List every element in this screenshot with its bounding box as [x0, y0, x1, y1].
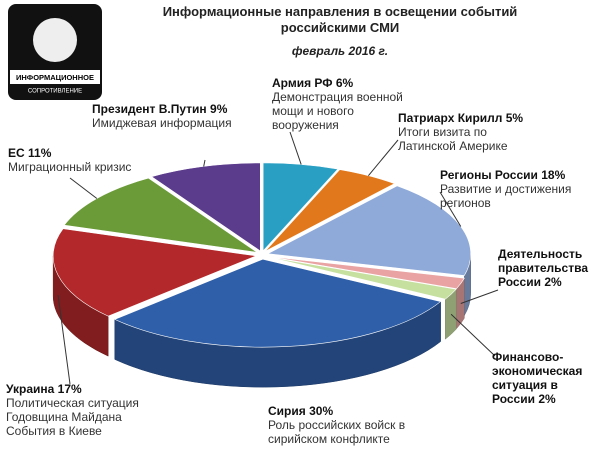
- category-name: Армия РФ: [272, 76, 333, 90]
- leader-line: [203, 159, 206, 167]
- description: вооружения: [272, 118, 339, 132]
- slice: [52, 228, 258, 317]
- description: сирийском конфликте: [268, 432, 390, 446]
- value-label: 9%: [210, 102, 228, 116]
- logo-title: ИНФОРМАЦИОННОЕ: [16, 73, 94, 82]
- slice: [262, 162, 339, 252]
- chart-subtitle: февраль 2016 г.: [291, 44, 389, 58]
- value-label: 5%: [505, 111, 524, 125]
- slice-label: Финансово-экономическая ситуация в Росси…: [492, 350, 597, 406]
- leader-line: [57, 295, 71, 385]
- slice-label: ЕС 11% Миграционный кризис: [8, 146, 198, 174]
- description: мощи и нового: [272, 104, 354, 118]
- slice-label: Регионы России 18% Развитие и достижения р…: [440, 168, 600, 210]
- category-name: ЕС: [8, 146, 25, 160]
- value-label: 2%: [538, 392, 556, 406]
- slice: [267, 256, 457, 300]
- slice-label: Деятельность правительства России 2%: [498, 247, 598, 289]
- slice-label: Сирия 30% Роль российских войск в сирийско…: [268, 404, 488, 446]
- chart-title: Информационные направления в освещении с…: [162, 4, 518, 35]
- value-label: 17%: [57, 382, 82, 396]
- slice-label: Патриарх Кирилл 5% Итоги визита по Латинск…: [398, 111, 538, 153]
- description: Миграционный кризис: [8, 160, 132, 174]
- slice: [150, 162, 261, 252]
- slice: [266, 185, 471, 276]
- description: регионов: [440, 196, 491, 210]
- description: Роль российских войск в: [268, 418, 406, 432]
- value-label: 6%: [335, 76, 354, 90]
- description: Демонстрация военной: [272, 90, 403, 104]
- pie-tops: [52, 162, 471, 348]
- category-name: Президент В.Путин: [92, 102, 207, 116]
- description: Годовщина Майдана: [6, 410, 122, 424]
- slice-label: Украина 17% Политическая ситуация Годовщин…: [6, 382, 196, 438]
- leader-line: [69, 177, 98, 199]
- description: Политическая ситуация: [6, 396, 139, 410]
- category-name: Регионы России: [440, 168, 538, 182]
- logo-band: [10, 70, 100, 84]
- slice: [267, 255, 465, 290]
- description: Имиджевая информация: [92, 116, 232, 130]
- leader-lines: [57, 131, 499, 385]
- value-label: 18%: [541, 168, 566, 182]
- value-label: 11%: [28, 146, 52, 160]
- description: Развитие и достижения: [440, 182, 572, 196]
- logo-subtitle: СОПРОТИВЛЕНИЕ: [28, 89, 82, 95]
- leader-line: [368, 139, 399, 176]
- slice-label: Армия РФ 6% Демонстрация военной мощи и но…: [272, 76, 432, 132]
- value-label: 2%: [544, 275, 562, 289]
- logo-emblem: [33, 18, 77, 62]
- slice: [114, 258, 442, 348]
- description: События в Киеве: [6, 424, 102, 438]
- slice-label: Президент В.Путин 9% Имиджевая информация: [92, 102, 282, 130]
- category-name: Патриарх Кирилл: [398, 111, 503, 125]
- leader-line: [289, 131, 302, 165]
- leader-line: [450, 313, 496, 357]
- category-name: Украина: [6, 382, 55, 396]
- category-name: Сирия: [268, 404, 306, 418]
- value-label: 30%: [309, 404, 334, 418]
- category-name: Деятельность правительства России: [498, 247, 588, 289]
- category-name: Финансово-экономическая ситуация в Росси…: [492, 350, 583, 406]
- leader-line: [460, 289, 499, 304]
- description: Латинской Америке: [398, 139, 508, 153]
- description: Итоги визита по: [398, 125, 487, 139]
- slice: [264, 169, 396, 252]
- leader-line: [439, 191, 462, 227]
